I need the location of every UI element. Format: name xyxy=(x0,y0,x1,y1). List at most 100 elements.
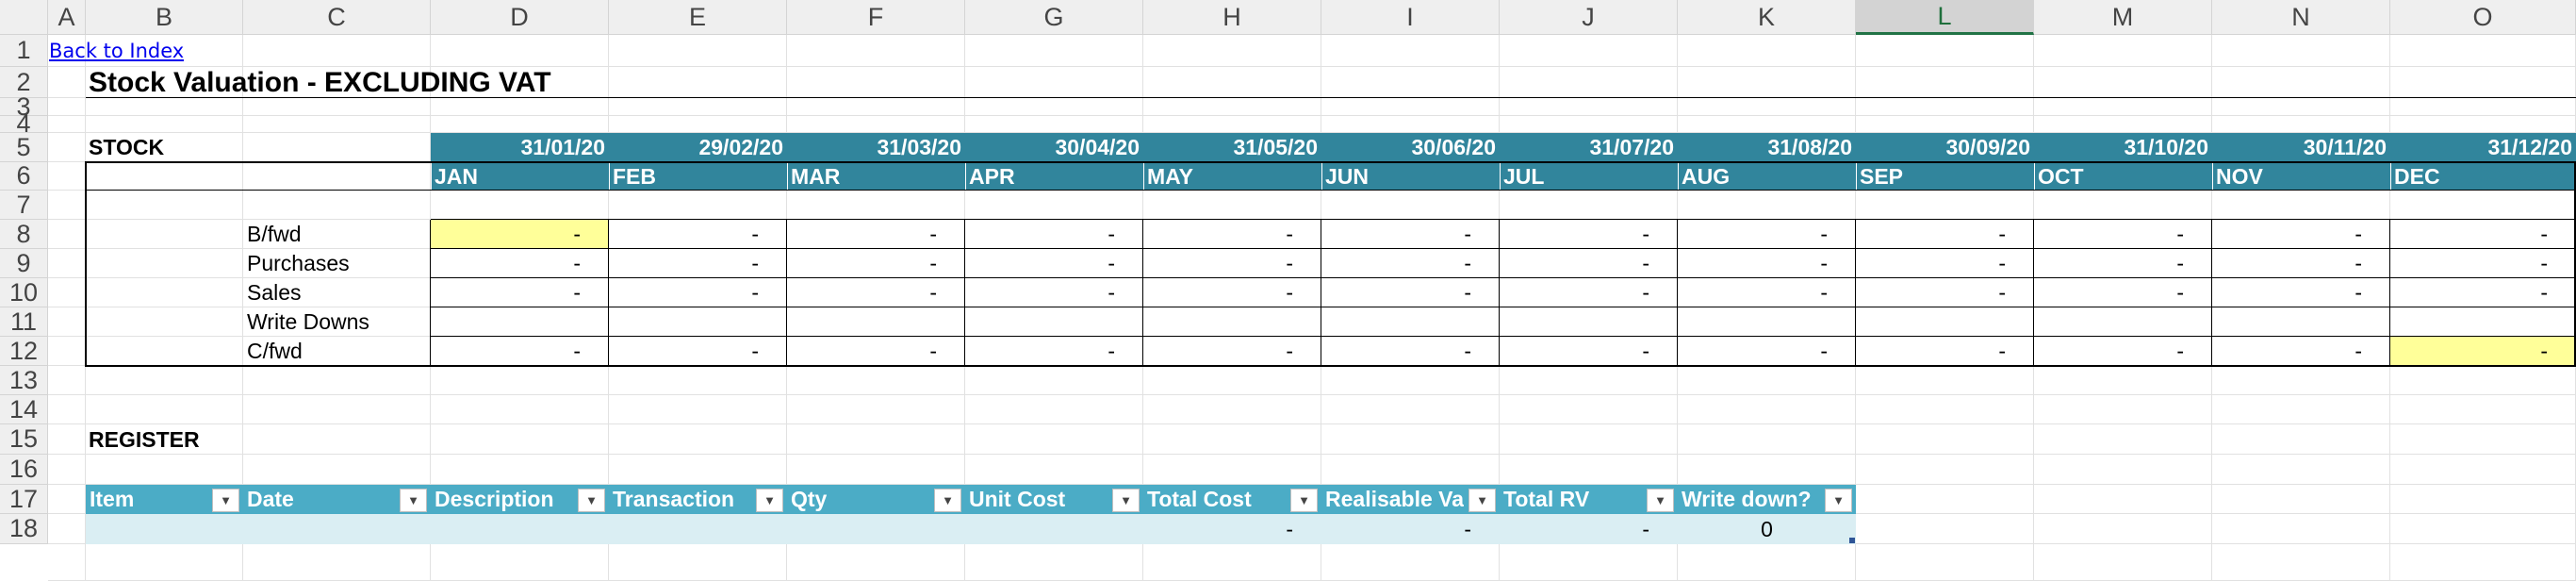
stock-value-cell[interactable]: - xyxy=(2354,339,2362,363)
stock-value-cell[interactable]: - xyxy=(573,339,581,363)
row-header-2[interactable]: 2 xyxy=(0,67,48,98)
row-header-7[interactable]: 7 xyxy=(0,191,48,220)
column-header-l[interactable]: L xyxy=(1856,0,2034,35)
register-value-cell[interactable]: - xyxy=(1286,516,1293,541)
stock-value-cell[interactable]: - xyxy=(929,251,937,275)
stock-value-cell[interactable]: - xyxy=(2540,222,2548,246)
stock-value-cell[interactable]: - xyxy=(929,339,937,363)
stock-value-cell[interactable]: - xyxy=(2540,339,2548,363)
column-header-e[interactable]: E xyxy=(609,0,787,35)
row-header-9[interactable]: 9 xyxy=(0,249,48,278)
row-header-6[interactable]: 6 xyxy=(0,161,48,191)
column-header-g[interactable]: G xyxy=(965,0,1143,35)
filter-dropdown-icon[interactable]: ▼ xyxy=(1290,489,1318,512)
stock-value-cell[interactable]: - xyxy=(929,222,937,246)
stock-value-cell[interactable]: - xyxy=(1286,280,1293,305)
stock-value-cell[interactable]: - xyxy=(2176,339,2184,363)
stock-value-cell[interactable]: - xyxy=(1820,251,1828,275)
stock-value-cell[interactable]: - xyxy=(2540,251,2548,275)
stock-value-cell[interactable]: - xyxy=(1820,222,1828,246)
column-header-f[interactable]: F xyxy=(787,0,965,35)
stock-value-cell[interactable]: - xyxy=(1108,222,1115,246)
stock-value-cell[interactable]: - xyxy=(1998,339,2006,363)
stock-value-cell[interactable]: - xyxy=(1464,339,1471,363)
row-header-16[interactable]: 16 xyxy=(0,455,48,485)
stock-value-cell[interactable]: - xyxy=(1998,280,2006,305)
stock-value-cell[interactable]: - xyxy=(1820,280,1828,305)
column-header-k[interactable]: K xyxy=(1678,0,1856,35)
stock-value-cell[interactable]: - xyxy=(1286,339,1293,363)
stock-value-cell[interactable]: - xyxy=(1286,251,1293,275)
row-header-1[interactable]: 1 xyxy=(0,35,48,67)
back-to-index-link[interactable]: Back to Index xyxy=(49,40,185,62)
stock-value-cell[interactable]: - xyxy=(1464,251,1471,275)
row-header-10[interactable]: 10 xyxy=(0,278,48,307)
stock-value-cell[interactable]: - xyxy=(751,339,759,363)
register-column-header[interactable]: Realisable Va ▼ xyxy=(1321,485,1500,514)
row-header-15[interactable]: 15 xyxy=(0,424,48,455)
stock-value-cell[interactable]: - xyxy=(1464,222,1471,246)
stock-value-cell[interactable]: - xyxy=(2540,280,2548,305)
filter-dropdown-icon[interactable]: ▼ xyxy=(212,489,239,512)
column-header-j[interactable]: J xyxy=(1500,0,1678,35)
register-value-cell[interactable]: - xyxy=(1464,516,1471,541)
register-column-header[interactable]: Write down? ▼ xyxy=(1678,485,1856,514)
stock-value-cell[interactable]: - xyxy=(929,280,937,305)
row-header-11[interactable]: 11 xyxy=(0,307,48,337)
register-write-down-cell[interactable]: 0 xyxy=(1761,516,1773,541)
table-resize-handle[interactable] xyxy=(1849,538,1855,543)
column-header-d[interactable]: D xyxy=(431,0,609,35)
row-header-12[interactable]: 12 xyxy=(0,337,48,366)
filter-dropdown-icon[interactable]: ▼ xyxy=(1825,489,1852,512)
stock-value-cell[interactable]: - xyxy=(751,222,759,246)
stock-value-cell[interactable]: - xyxy=(2176,251,2184,275)
row-header-5[interactable]: 5 xyxy=(0,133,48,162)
column-header-c[interactable]: C xyxy=(243,0,431,35)
stock-value-cell[interactable]: - xyxy=(1286,222,1293,246)
register-column-header[interactable]: Description ▼ xyxy=(431,485,609,514)
column-header-h[interactable]: H xyxy=(1143,0,1321,35)
stock-value-cell[interactable]: - xyxy=(1998,251,2006,275)
stock-value-cell[interactable]: - xyxy=(573,280,581,305)
register-column-header[interactable]: Date ▼ xyxy=(243,485,431,514)
stock-value-cell[interactable]: - xyxy=(1642,251,1649,275)
row-header-13[interactable]: 13 xyxy=(0,366,48,395)
stock-value-cell[interactable]: - xyxy=(2176,280,2184,305)
register-column-header[interactable]: Qty ▼ xyxy=(787,485,965,514)
stock-value-cell[interactable]: - xyxy=(1108,251,1115,275)
stock-value-cell[interactable]: - xyxy=(1642,222,1649,246)
stock-value-cell[interactable]: - xyxy=(751,280,759,305)
register-column-header[interactable]: Item ▼ xyxy=(86,485,243,514)
register-column-header[interactable]: Total Cost ▼ xyxy=(1143,485,1321,514)
stock-value-cell[interactable]: - xyxy=(1464,280,1471,305)
stock-value-cell[interactable]: - xyxy=(751,251,759,275)
filter-dropdown-icon[interactable]: ▼ xyxy=(400,489,427,512)
stock-value-cell[interactable]: - xyxy=(573,251,581,275)
row-header-4[interactable]: 4 xyxy=(0,109,48,138)
register-value-cell[interactable]: - xyxy=(1642,516,1649,541)
register-column-header[interactable]: Transaction ▼ xyxy=(609,485,787,514)
stock-value-cell[interactable]: - xyxy=(2354,222,2362,246)
column-header-b[interactable]: B xyxy=(86,0,243,35)
stock-value-cell[interactable]: - xyxy=(1108,339,1115,363)
filter-dropdown-icon[interactable]: ▼ xyxy=(934,489,961,512)
row-header-3[interactable]: 3 xyxy=(0,92,48,121)
filter-dropdown-icon[interactable]: ▼ xyxy=(756,489,783,512)
stock-value-cell[interactable]: - xyxy=(1820,339,1828,363)
column-header-n[interactable]: N xyxy=(2212,0,2390,35)
filter-dropdown-icon[interactable]: ▼ xyxy=(578,489,605,512)
stock-value-cell[interactable]: - xyxy=(1108,280,1115,305)
column-header-m[interactable]: M xyxy=(2034,0,2212,35)
stock-value-cell[interactable]: - xyxy=(1642,280,1649,305)
row-header-17[interactable]: 17 xyxy=(0,485,48,514)
filter-dropdown-icon[interactable]: ▼ xyxy=(1112,489,1140,512)
column-header-o[interactable]: O xyxy=(2390,0,2576,35)
stock-value-cell[interactable]: - xyxy=(2354,280,2362,305)
stock-value-cell[interactable]: - xyxy=(1642,339,1649,363)
stock-value-cell[interactable]: - xyxy=(2176,222,2184,246)
row-header-14[interactable]: 14 xyxy=(0,395,48,424)
column-header-a[interactable]: A xyxy=(48,0,86,35)
register-column-header[interactable]: Unit Cost ▼ xyxy=(965,485,1143,514)
filter-dropdown-icon[interactable]: ▼ xyxy=(1468,489,1496,512)
